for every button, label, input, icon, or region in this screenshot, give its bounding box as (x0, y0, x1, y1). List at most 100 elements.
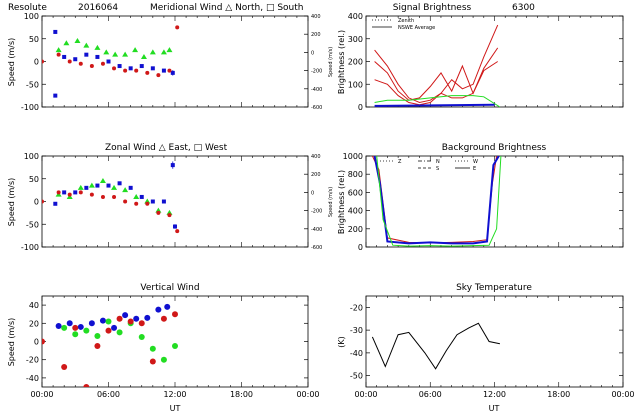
meridional-point-south (150, 66, 155, 71)
meridional-point-zenith (156, 73, 161, 78)
background-series-green (376, 156, 502, 247)
zonal-y2tick-label: -400 (311, 227, 322, 233)
meridional-point-north (63, 40, 70, 46)
zonal-y2tick-label: -600 (311, 245, 322, 251)
zonal-y2tick-label: 400 (311, 154, 321, 160)
meridional-point-zenith (89, 64, 94, 69)
signal-series-blue (374, 103, 495, 107)
skytemp-ytick-label: -50 (350, 372, 363, 381)
vertical-xtick-label: 18:00 (230, 390, 253, 399)
vertical-point-green (116, 329, 123, 336)
x-label-left: UT (170, 404, 181, 413)
meridional-y2tick-label: -400 (311, 87, 322, 93)
vertical-xtick-label: 06:00 (97, 390, 120, 399)
zonal-point-zenith (123, 199, 128, 204)
vertical-point-zenith (42, 338, 45, 345)
skytemp-plot: -50 -40 -30 -20 00:00 06:00 12:00 18:00 00:00 (350, 295, 635, 399)
zonal-point-east (155, 207, 162, 213)
skytemp-marks (371, 322, 501, 370)
vertical-point-zenith (105, 327, 112, 334)
vertical-point-blue (155, 306, 162, 313)
meridional-point-north (83, 42, 90, 48)
signal-ytick-label: 200 (348, 58, 363, 67)
meridional-point-outlier (53, 93, 58, 98)
zonal-point-west (84, 185, 89, 190)
signal-wavelength: 6300 (512, 3, 535, 13)
zonal-y2label: Speed (m/s) (328, 187, 334, 217)
vertical-point-zenith (149, 358, 156, 365)
vertical-point-zenith (94, 343, 101, 350)
meridional-point-zenith (67, 59, 72, 64)
zonal-point-west (128, 185, 133, 190)
zonal-point-west (95, 183, 100, 188)
zonal-y2tick-label: 200 (311, 172, 321, 178)
signal-legend-average-label: NSWE Average (398, 25, 435, 31)
zonal-point-east (99, 178, 106, 184)
signal-plot: 0 100 200 300 400 (348, 12, 624, 112)
zonal-point-zenith (112, 194, 117, 199)
skytemp-ytick-label: -30 (350, 326, 363, 335)
zonal-point-west (62, 190, 67, 195)
vertical-xtick-label: 00:00 (296, 390, 319, 399)
plots: -100-50050100-600-400-200020040001002003… (21, 12, 635, 399)
zonal-point-zenith (78, 190, 83, 195)
signal-ytick-label: 100 (348, 80, 363, 89)
vertical-point-zenith (72, 324, 79, 331)
vertical-point-blue (111, 324, 118, 331)
vertical-point-green (160, 356, 167, 363)
background-title: Background Brightness (442, 143, 547, 153)
signal-series-red3 (374, 61, 498, 106)
vertical-xtick-label: 12:00 (163, 390, 186, 399)
skytemp-xtick-label: 00:00 (611, 390, 634, 399)
zonal-point-east (88, 182, 95, 188)
vertical-point-zenith (127, 318, 134, 325)
zonal-point-zenith (156, 210, 161, 215)
zonal-point-east (77, 184, 84, 190)
meridional-marks (42, 25, 180, 98)
signal-legend: Zenith NSWE Average (372, 18, 435, 31)
zonal-point-east (111, 184, 118, 190)
meridional-ytick-label: 100 (24, 12, 39, 21)
zonal-point-west (53, 201, 58, 206)
vertical-ytick-label: 40 (29, 301, 39, 310)
zonal-point-east (166, 209, 173, 215)
zonal-point-west_late (173, 224, 177, 229)
meridional-y2tick-label: -600 (311, 105, 322, 111)
zonal-point-east (122, 187, 129, 193)
vertical-point-green (105, 318, 112, 325)
vertical-point-blue (77, 323, 84, 330)
zonal-point-zenith (67, 192, 72, 197)
zonal-point-west (106, 183, 111, 188)
meridional-point-south (62, 54, 67, 59)
meridional-point-north (132, 47, 139, 53)
meridional-point-north (160, 49, 167, 55)
signal-marks (374, 24, 501, 107)
vertical-point-zenith (138, 320, 145, 327)
vertical-point-blue (66, 320, 73, 327)
vertical-marks (42, 303, 178, 387)
bg-legend-w-label: W (473, 159, 478, 165)
meridional-point-north (112, 51, 119, 57)
vertical-plot: -40 -20 0 20 40 00:00 06:00 12:00 18:00 00:00 (26, 295, 320, 399)
date-label: 2016064 (78, 3, 118, 13)
zonal-ytick-label: 0 (34, 198, 39, 207)
signal-ytick-label: 0 (358, 103, 363, 112)
zonal-point-west (161, 199, 166, 204)
meridional-point-south (170, 70, 175, 75)
zonal-ytick-label: -50 (26, 220, 39, 229)
zonal-point-west (117, 181, 122, 186)
zonal-plot: -100 -50 0 50 100 -600 -400 -200 0 200 400 (21, 152, 323, 252)
vertical-point-green (83, 327, 90, 334)
meridional-point-zenith (42, 59, 44, 64)
background-ytick-label: 0 (358, 243, 363, 252)
zonal-point-west (73, 190, 78, 195)
zonal-point-zenith (167, 213, 172, 218)
background-marks (371, 156, 502, 247)
vertical-ytick-label: -20 (26, 356, 39, 365)
zonal-ylabel: Speed (m/s) (7, 178, 16, 227)
zonal-point-zenith (56, 190, 61, 195)
zonal-y2tick-label: 0 (311, 190, 314, 196)
vertical-point-zenith (83, 384, 90, 387)
meridional-point-zenith (175, 25, 180, 30)
